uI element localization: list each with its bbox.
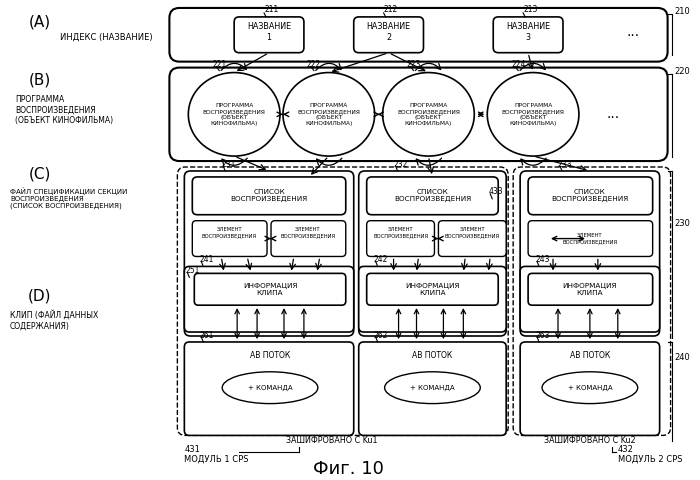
- Text: 262: 262: [374, 331, 388, 339]
- FancyBboxPatch shape: [195, 274, 346, 305]
- Ellipse shape: [188, 72, 280, 156]
- Text: КЛИП (ФАЙЛ ДАННЫХ
СОДЕРЖАНИЯ): КЛИП (ФАЙЛ ДАННЫХ СОДЕРЖАНИЯ): [10, 310, 98, 330]
- Text: 213: 213: [523, 5, 538, 14]
- Text: 233: 233: [558, 159, 573, 168]
- Text: (D): (D): [28, 289, 52, 304]
- Text: 251: 251: [186, 266, 199, 275]
- Text: 243: 243: [535, 255, 550, 264]
- FancyBboxPatch shape: [520, 342, 659, 435]
- Text: 210: 210: [675, 7, 690, 16]
- Text: + КОМАНДА: + КОМАНДА: [410, 384, 455, 391]
- FancyBboxPatch shape: [520, 171, 659, 336]
- Text: СПИСОК
ВОСПРОИЗВЕДЕНИЯ: СПИСОК ВОСПРОИЗВЕДЕНИЯ: [552, 189, 629, 203]
- FancyBboxPatch shape: [184, 342, 354, 435]
- Text: 230: 230: [675, 219, 690, 228]
- Text: 222: 222: [307, 60, 321, 69]
- Text: 232: 232: [393, 159, 408, 168]
- Text: ИНФОРМАЦИЯ
КЛИПА: ИНФОРМАЦИЯ КЛИПА: [563, 283, 617, 296]
- FancyBboxPatch shape: [528, 177, 652, 215]
- Text: ЭЛЕМЕНТ
ВОСПРОИЗВЕДЕНИЯ: ЭЛЕМЕНТ ВОСПРОИЗВЕДЕНИЯ: [280, 227, 335, 238]
- Text: 432: 432: [618, 445, 634, 454]
- Text: 240: 240: [675, 353, 690, 362]
- FancyBboxPatch shape: [234, 17, 304, 53]
- FancyBboxPatch shape: [513, 167, 671, 435]
- Text: + КОМАНДА: + КОМАНДА: [568, 384, 612, 391]
- Ellipse shape: [222, 372, 318, 404]
- Text: (A): (A): [29, 14, 51, 29]
- Text: МОДУЛЬ 2 CPS: МОДУЛЬ 2 CPS: [618, 455, 682, 464]
- FancyBboxPatch shape: [367, 177, 498, 215]
- FancyBboxPatch shape: [271, 221, 346, 256]
- Text: (B): (B): [29, 72, 51, 87]
- Text: Фиг. 10: Фиг. 10: [314, 460, 384, 478]
- FancyBboxPatch shape: [193, 177, 346, 215]
- Text: 220: 220: [675, 67, 690, 76]
- FancyBboxPatch shape: [358, 342, 506, 435]
- Text: 242: 242: [374, 255, 388, 264]
- Ellipse shape: [384, 372, 480, 404]
- Text: ИНФОРМАЦИЯ
КЛИПА: ИНФОРМАЦИЯ КЛИПА: [405, 283, 460, 296]
- Ellipse shape: [487, 72, 579, 156]
- Text: ЗАШИФРОВАНО С Ku1: ЗАШИФРОВАНО С Ku1: [286, 436, 377, 445]
- FancyBboxPatch shape: [520, 266, 659, 332]
- Text: СПИСОК
ВОСПРОИЗВЕДЕНИЯ: СПИСОК ВОСПРОИЗВЕДЕНИЯ: [394, 189, 471, 203]
- Text: СПИСОК
ВОСПРОИЗВЕДЕНИЯ: СПИСОК ВОСПРОИЗВЕДЕНИЯ: [230, 189, 308, 203]
- FancyBboxPatch shape: [367, 274, 498, 305]
- Text: ЭЛЕМЕНТ
ВОСПРОИЗВЕДЕНИЯ: ЭЛЕМЕНТ ВОСПРОИЗВЕДЕНИЯ: [444, 227, 500, 238]
- Ellipse shape: [383, 72, 475, 156]
- FancyBboxPatch shape: [438, 221, 506, 256]
- Text: АВ ПОТОК: АВ ПОТОК: [412, 351, 453, 360]
- Text: ПРОГРАММА
ВОСПРОИЗВЕДЕНИЯ
(ОБЪЕКТ
КИНОФИЛЬМА): ПРОГРАММА ВОСПРОИЗВЕДЕНИЯ (ОБЪЕКТ КИНОФИ…: [298, 103, 360, 125]
- Text: ЭЛЕМЕНТ
ВОСПРОИЗВЕДЕНИЯ: ЭЛЕМЕНТ ВОСПРОИЗВЕДЕНИЯ: [562, 233, 617, 244]
- FancyBboxPatch shape: [528, 221, 652, 256]
- FancyBboxPatch shape: [358, 171, 506, 336]
- Text: 263: 263: [535, 331, 550, 339]
- Text: ИНФОРМАЦИЯ
КЛИПА: ИНФОРМАЦИЯ КЛИПА: [243, 283, 298, 296]
- Ellipse shape: [542, 372, 638, 404]
- Text: ...: ...: [606, 108, 620, 121]
- Text: 212: 212: [384, 5, 398, 14]
- Text: АВ ПОТОК: АВ ПОТОК: [250, 351, 290, 360]
- Text: МОДУЛЬ 1 CPS: МОДУЛЬ 1 CPS: [184, 455, 248, 464]
- FancyBboxPatch shape: [193, 221, 267, 256]
- FancyBboxPatch shape: [354, 17, 424, 53]
- Text: ЗАШИФРОВАНО С Ku2: ЗАШИФРОВАНО С Ku2: [544, 436, 636, 445]
- Text: 241: 241: [199, 255, 213, 264]
- Text: + КОМАНДА: + КОМАНДА: [248, 384, 293, 391]
- FancyBboxPatch shape: [528, 274, 652, 305]
- Text: НАЗВАНИЕ
2: НАЗВАНИЕ 2: [367, 22, 411, 41]
- FancyBboxPatch shape: [367, 221, 435, 256]
- Text: ПРОГРАММА
ВОСПРОИЗВЕДЕНИЯ
(ОБЪЕКТ
КИНОФИЛЬМА): ПРОГРАММА ВОСПРОИЗВЕДЕНИЯ (ОБЪЕКТ КИНОФИ…: [502, 103, 564, 125]
- Text: НАЗВАНИЕ
3: НАЗВАНИЕ 3: [506, 22, 550, 41]
- FancyBboxPatch shape: [184, 266, 354, 332]
- FancyBboxPatch shape: [494, 17, 563, 53]
- Text: НАЗВАНИЕ
1: НАЗВАНИЕ 1: [247, 22, 291, 41]
- Text: ПРОГРАММА
ВОСПРОИЗВЕДЕНИЯ
(ОБЪЕКТ
КИНОФИЛЬМА): ПРОГРАММА ВОСПРОИЗВЕДЕНИЯ (ОБЪЕКТ КИНОФИ…: [203, 103, 265, 125]
- Text: ПРОГРАММА
ВОСПРОИЗВЕДЕНИЯ
(ОБЪЕКТ КИНОФИЛЬМА): ПРОГРАММА ВОСПРОИЗВЕДЕНИЯ (ОБЪЕКТ КИНОФИ…: [15, 96, 113, 125]
- Text: 231: 231: [221, 159, 236, 168]
- Text: 221: 221: [212, 60, 227, 69]
- Text: ЭЛЕМЕНТ
ВОСПРОИЗВЕДЕНИЯ: ЭЛЕМЕНТ ВОСПРОИЗВЕДЕНИЯ: [202, 227, 257, 238]
- Text: ЭЛЕМЕНТ
ВОСПРОИЗВЕДЕНИЯ: ЭЛЕМЕНТ ВОСПРОИЗВЕДЕНИЯ: [373, 227, 428, 238]
- Text: 261: 261: [199, 331, 213, 339]
- Text: 224: 224: [511, 60, 526, 69]
- FancyBboxPatch shape: [358, 266, 506, 332]
- Text: (C): (C): [29, 167, 51, 181]
- Text: 211: 211: [264, 5, 279, 14]
- Text: 223: 223: [407, 60, 421, 69]
- FancyBboxPatch shape: [169, 68, 668, 161]
- FancyBboxPatch shape: [169, 8, 668, 61]
- Text: ПРОГРАММА
ВОСПРОИЗВЕДЕНИЯ
(ОБЪЕКТ
КИНОФИЛЬМА): ПРОГРАММА ВОСПРОИЗВЕДЕНИЯ (ОБЪЕКТ КИНОФИ…: [397, 103, 460, 125]
- Text: 433: 433: [489, 187, 503, 196]
- Text: 431: 431: [184, 445, 200, 454]
- FancyBboxPatch shape: [184, 171, 354, 336]
- Ellipse shape: [283, 72, 374, 156]
- FancyBboxPatch shape: [177, 167, 508, 435]
- Text: АВ ПОТОК: АВ ПОТОК: [570, 351, 610, 360]
- Text: ФАЙЛ СПЕЦИФИКАЦИИ СЕКЦИИ
ВОСПРОИЗВЕДЕНИЯ
(СПИСОК ВОСПРОИЗВЕДЕНИЯ): ФАЙЛ СПЕЦИФИКАЦИИ СЕКЦИИ ВОСПРОИЗВЕДЕНИЯ…: [10, 187, 127, 209]
- Text: ...: ...: [626, 25, 639, 39]
- Text: ИНДЕКС (НАЗВАНИЕ): ИНДЕКС (НАЗВАНИЕ): [60, 33, 153, 42]
